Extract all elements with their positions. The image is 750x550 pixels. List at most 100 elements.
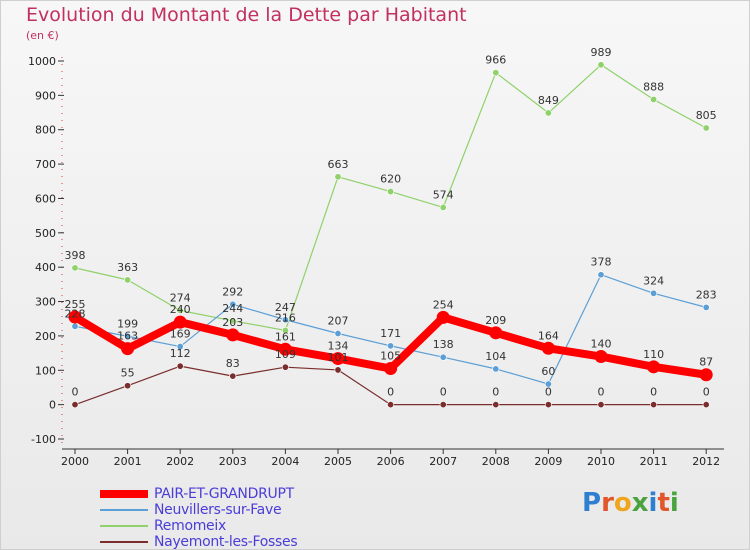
data-label-pair-et-grandrupt: 240 xyxy=(170,303,191,316)
y-tick-label: 100 xyxy=(35,364,56,377)
x-tick-label: 2001 xyxy=(114,455,142,468)
data-label-neuvillers-sur-fave: 283 xyxy=(696,288,717,301)
legend-label: Nayemont-les-Fosses xyxy=(154,534,298,550)
data-point-pair-et-grandrupt xyxy=(436,310,450,324)
data-label-nayemont-les-fosses: 112 xyxy=(170,347,191,360)
x-tick-label: 2006 xyxy=(377,455,405,468)
legend: PAIR-ET-GRANDRUPT Neuvillers-sur-Fave Remo… xyxy=(100,486,298,550)
data-point-remomeix xyxy=(124,276,132,284)
data-label-neuvillers-sur-fave: 228 xyxy=(65,307,86,320)
data-label-nayemont-les-fosses: 83 xyxy=(226,357,240,370)
data-label-remomeix: 805 xyxy=(696,109,717,122)
data-point-nayemont-les-fosses xyxy=(492,401,500,409)
data-label-pair-et-grandrupt: 255 xyxy=(65,298,86,311)
x-tick-label: 2004 xyxy=(271,455,299,468)
data-label-pair-et-grandrupt: 105 xyxy=(380,350,401,363)
data-point-pair-et-grandrupt xyxy=(278,342,292,356)
data-point-nayemont-les-fosses xyxy=(71,401,79,409)
data-point-nayemont-les-fosses xyxy=(544,401,552,409)
data-label-remomeix: 888 xyxy=(643,80,664,93)
data-point-remomeix xyxy=(597,61,605,69)
data-point-nayemont-les-fosses xyxy=(702,401,710,409)
y-tick-label: 400 xyxy=(35,261,56,274)
y-tick-label: 300 xyxy=(35,296,56,309)
data-point-nayemont-les-fosses xyxy=(650,401,658,409)
data-point-neuvillers-sur-fave xyxy=(387,342,395,350)
data-label-remomeix: 216 xyxy=(275,311,296,324)
data-label-nayemont-les-fosses: 0 xyxy=(650,386,657,399)
data-point-remomeix xyxy=(544,109,552,117)
data-label-pair-et-grandrupt: 140 xyxy=(591,338,612,351)
legend-swatch xyxy=(100,509,148,511)
data-point-remomeix xyxy=(334,173,342,181)
data-label-neuvillers-sur-fave: 247 xyxy=(275,301,296,314)
data-label-remomeix: 398 xyxy=(65,249,86,262)
data-label-pair-et-grandrupt: 110 xyxy=(643,348,664,361)
data-label-neuvillers-sur-fave: 104 xyxy=(485,350,506,363)
data-point-neuvillers-sur-fave xyxy=(544,380,552,388)
legend-swatch xyxy=(100,490,148,498)
data-point-pair-et-grandrupt xyxy=(173,315,187,329)
data-point-neuvillers-sur-fave xyxy=(281,316,289,324)
data-label-pair-et-grandrupt: 209 xyxy=(485,314,506,327)
data-point-nayemont-les-fosses xyxy=(387,401,395,409)
data-label-nayemont-les-fosses: 0 xyxy=(72,386,79,399)
data-label-neuvillers-sur-fave: 199 xyxy=(117,317,138,330)
data-label-nayemont-les-fosses: 109 xyxy=(275,348,296,361)
x-tick-label: 2003 xyxy=(219,455,247,468)
data-label-remomeix: 620 xyxy=(380,173,401,186)
data-point-pair-et-grandrupt xyxy=(489,326,503,340)
data-label-pair-et-grandrupt: 161 xyxy=(275,330,296,343)
legend-label: Neuvillers-sur-Fave xyxy=(154,502,282,518)
data-label-neuvillers-sur-fave: 60 xyxy=(541,365,555,378)
data-label-pair-et-grandrupt: 254 xyxy=(433,298,454,311)
y-tick-label: 500 xyxy=(35,227,56,240)
data-label-nayemont-les-fosses: 0 xyxy=(440,386,447,399)
data-point-remomeix xyxy=(387,188,395,196)
x-tick-label: 2008 xyxy=(482,455,510,468)
y-tick-label: 1000 xyxy=(28,55,56,68)
series-neuvillers-sur-fave xyxy=(71,271,710,388)
legend-label: Remomeix xyxy=(154,518,226,534)
data-point-neuvillers-sur-fave xyxy=(702,303,710,311)
axes: -100010020030040050060070080090010002000… xyxy=(28,55,724,468)
legend-label: PAIR-ET-GRANDRUPT xyxy=(154,486,294,502)
data-label-neuvillers-sur-fave: 138 xyxy=(433,338,454,351)
data-label-pair-et-grandrupt: 203 xyxy=(222,316,243,329)
data-label-nayemont-les-fosses: 0 xyxy=(598,386,605,399)
y-tick-label: 0 xyxy=(49,399,56,412)
legend-item-remomeix: Remomeix xyxy=(100,518,297,534)
data-point-pair-et-grandrupt xyxy=(699,368,713,382)
data-point-remomeix xyxy=(702,124,710,132)
data-point-remomeix xyxy=(176,306,184,314)
data-label-remomeix: 244 xyxy=(222,302,243,315)
data-label-remomeix: 274 xyxy=(170,291,191,304)
data-point-nayemont-les-fosses xyxy=(124,382,132,390)
data-point-pair-et-grandrupt xyxy=(647,360,661,374)
data-label-remomeix: 989 xyxy=(591,46,612,59)
data-point-remomeix xyxy=(439,203,447,211)
y-tick-label: 900 xyxy=(35,89,56,102)
data-point-pair-et-grandrupt xyxy=(331,352,345,366)
data-point-neuvillers-sur-fave xyxy=(492,365,500,373)
y-tick-label: 200 xyxy=(35,330,56,343)
data-point-neuvillers-sur-fave xyxy=(597,271,605,279)
chart-title: Evolution du Montant de la Dette par Hab… xyxy=(26,4,467,26)
y-tick-label: 600 xyxy=(35,192,56,205)
data-label-remomeix: 663 xyxy=(328,158,349,171)
data-label-nayemont-les-fosses: 55 xyxy=(121,367,135,380)
data-point-nayemont-les-fosses xyxy=(597,401,605,409)
data-point-nayemont-les-fosses xyxy=(229,372,237,380)
data-label-remomeix: 966 xyxy=(485,54,506,67)
data-labels-layer: 398 363 274 244 216 663 620 574 966 849 989 888 805 2… xyxy=(65,46,717,399)
series-remomeix xyxy=(71,61,710,334)
legend-item-neuvillers-sur-fave: Neuvillers-sur-Fave xyxy=(100,502,297,518)
legend-item-pair-et-grandrupt: PAIR-ET-GRANDRUPT xyxy=(100,486,297,502)
data-point-remomeix xyxy=(71,264,79,272)
unit-label: (en €) xyxy=(26,29,59,42)
data-label-pair-et-grandrupt: 164 xyxy=(538,329,559,342)
x-tick-label: 2009 xyxy=(534,455,562,468)
x-tick-label: 2007 xyxy=(429,455,457,468)
data-point-neuvillers-sur-fave xyxy=(124,332,132,340)
y-tick-label: 700 xyxy=(35,158,56,171)
